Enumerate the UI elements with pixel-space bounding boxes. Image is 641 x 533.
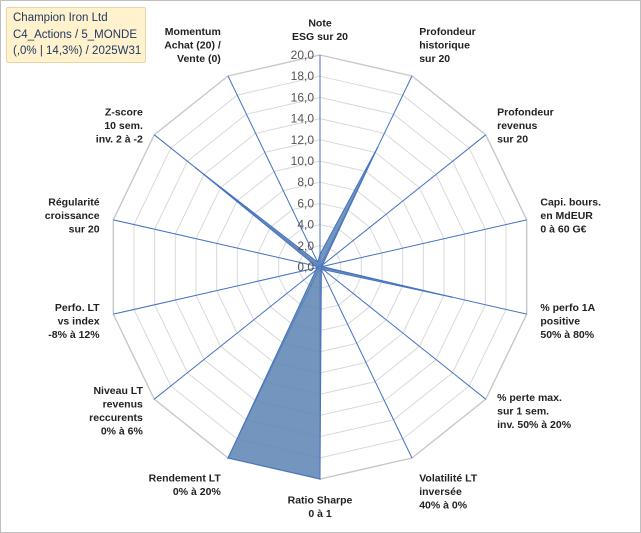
axis-label-line: Ratio Sharpe bbox=[288, 495, 353, 507]
axis-label-line: 0 à 1 bbox=[308, 508, 332, 520]
axis-label-line: Capi. bours. bbox=[540, 196, 601, 208]
axis-label: Momentum Achat (20) / Vente (0) bbox=[164, 26, 221, 65]
axis-label-line: 50% à 80% bbox=[540, 329, 594, 341]
axis-label-line: Achat (20) / bbox=[164, 40, 221, 52]
series-point bbox=[450, 296, 453, 298]
axis-label-line: reccurents bbox=[89, 412, 143, 424]
tick-label: 16,0 bbox=[291, 90, 315, 104]
tick-label: 6,0 bbox=[297, 196, 314, 210]
radar-series bbox=[194, 146, 453, 480]
axis-label-line: Rendement LT bbox=[149, 472, 222, 484]
axis-label-line: 10 sem. bbox=[104, 120, 143, 132]
axis-label-line: Perfo. LT bbox=[55, 302, 100, 314]
tick-label: 12,0 bbox=[291, 133, 315, 147]
axis-label-line: Niveau LT bbox=[93, 385, 143, 397]
axis-label-line: sur 20 bbox=[69, 223, 100, 235]
axis-label-line: revenus bbox=[497, 120, 537, 132]
title-period: (,0% | 14,3%) / 2025W31 bbox=[13, 45, 142, 57]
axis-label-line: 0% à 20% bbox=[173, 486, 222, 498]
axis-label-line: % perte max. bbox=[497, 392, 562, 404]
axis-label-line: positive bbox=[540, 316, 580, 328]
series-point bbox=[315, 265, 317, 267]
tick-label: 8,0 bbox=[297, 175, 314, 189]
axis-label: Note ESG sur 20 bbox=[292, 18, 348, 44]
series-point bbox=[227, 457, 229, 459]
series-point bbox=[319, 253, 321, 256]
axis-label-line: Profondeur bbox=[419, 26, 476, 38]
axis-label-line: inversée bbox=[419, 486, 462, 498]
axis-spoke bbox=[319, 134, 487, 268]
axis-spoke bbox=[319, 266, 487, 400]
series-point bbox=[321, 264, 324, 266]
axis-label: Profondeur historique sur 20 bbox=[419, 26, 476, 65]
axis-spoke bbox=[113, 266, 321, 315]
axis-label-line: Momentum bbox=[165, 26, 221, 38]
axis-label-line: revenus bbox=[103, 399, 143, 411]
axis-label: Z-score 10 sem. inv. 2 à -2 bbox=[96, 107, 143, 146]
series-point bbox=[322, 268, 325, 271]
chart-title-box: Champion Iron Ltd C4_Actions / 5_MONDE (… bbox=[6, 7, 146, 63]
axis-label: % perfo 1A positive 50% à 80% bbox=[540, 302, 595, 341]
series-point bbox=[319, 478, 321, 480]
axis-label-line: en MdEUR bbox=[540, 210, 593, 222]
axis-label: Profondeur revenus sur 20 bbox=[497, 107, 554, 146]
axis-spoke bbox=[319, 219, 527, 268]
axis-label-line: Z-score bbox=[105, 107, 143, 119]
axis-label-line: sur 20 bbox=[497, 134, 528, 146]
axis-label: Rendement LT 0% à 20% bbox=[149, 472, 222, 498]
axis-label-line: sur 20 bbox=[419, 53, 450, 65]
radar-tick-labels: 0,0 2,0 4,0 6,0 8,0 10,0 12,0 14,0 16,0 18,0 20,0 bbox=[291, 48, 315, 274]
tick-label: 10,0 bbox=[291, 154, 315, 168]
axis-label: Volatilité LT inversée 40% à 0% bbox=[419, 472, 478, 511]
axis-label-line: Note bbox=[308, 18, 331, 30]
tick-label: 4,0 bbox=[297, 218, 314, 232]
series-point bbox=[316, 266, 318, 269]
axis-label-line: Vente (0) bbox=[177, 53, 221, 65]
series-point bbox=[194, 167, 197, 169]
axis-label-line: -8% à 12% bbox=[48, 329, 100, 341]
axis-label-line: 0% à 6% bbox=[101, 426, 144, 438]
axis-label: Régularité croissance sur 20 bbox=[45, 196, 100, 235]
title-company: Champion Iron Ltd bbox=[13, 12, 108, 24]
axis-label-line: vs index bbox=[58, 316, 100, 328]
axis-label-line: inv. 50% à 20% bbox=[497, 419, 572, 431]
axis-label-line: 40% à 0% bbox=[419, 499, 468, 511]
axis-spoke bbox=[113, 219, 321, 268]
axis-label-line: 0 à 60 G€ bbox=[540, 223, 586, 235]
axis-label-line: croissance bbox=[45, 210, 100, 222]
series-point bbox=[376, 146, 379, 149]
series-point bbox=[316, 261, 319, 264]
series-point bbox=[321, 265, 323, 268]
axis-label-line: % perfo 1A bbox=[540, 302, 595, 314]
axis-spoke bbox=[153, 266, 321, 400]
axis-label: % perte max. sur 1 sem. inv. 50% à 20% bbox=[497, 392, 572, 431]
axis-label-line: Volatilité LT bbox=[419, 472, 478, 484]
tick-label: 14,0 bbox=[291, 112, 315, 126]
axis-label: Ratio Sharpe 0 à 1 bbox=[288, 495, 353, 521]
axis-label-line: inv. 2 à -2 bbox=[96, 134, 143, 146]
axis-label-line: ESG sur 20 bbox=[292, 31, 348, 43]
axis-spoke bbox=[227, 75, 321, 268]
series-point bbox=[320, 269, 323, 271]
axis-label-line: historique bbox=[419, 40, 470, 52]
axis-spoke bbox=[319, 266, 413, 459]
tick-label: 0,0 bbox=[297, 260, 314, 274]
series-point bbox=[315, 269, 317, 272]
axis-label-line: sur 1 sem. bbox=[497, 405, 549, 417]
title-category: C4_Actions / 5_MONDE bbox=[13, 28, 137, 41]
tick-label: 18,0 bbox=[291, 69, 315, 83]
axis-label: Perfo. LT vs index -8% à 12% bbox=[48, 302, 100, 341]
tick-label: 2,0 bbox=[297, 239, 314, 253]
tick-label: 20,0 bbox=[291, 48, 315, 62]
axis-label: Niveau LT revenus reccurents 0% à 6% bbox=[89, 385, 143, 438]
axis-label-line: Régularité bbox=[48, 196, 100, 208]
axis-label-line: Profondeur bbox=[497, 107, 554, 119]
axis-label: Capi. bours. en MdEUR 0 à 60 G€ bbox=[540, 196, 601, 235]
radar-axis-labels: Note ESG sur 20 Profondeur historique sur 20… bbox=[45, 18, 601, 521]
